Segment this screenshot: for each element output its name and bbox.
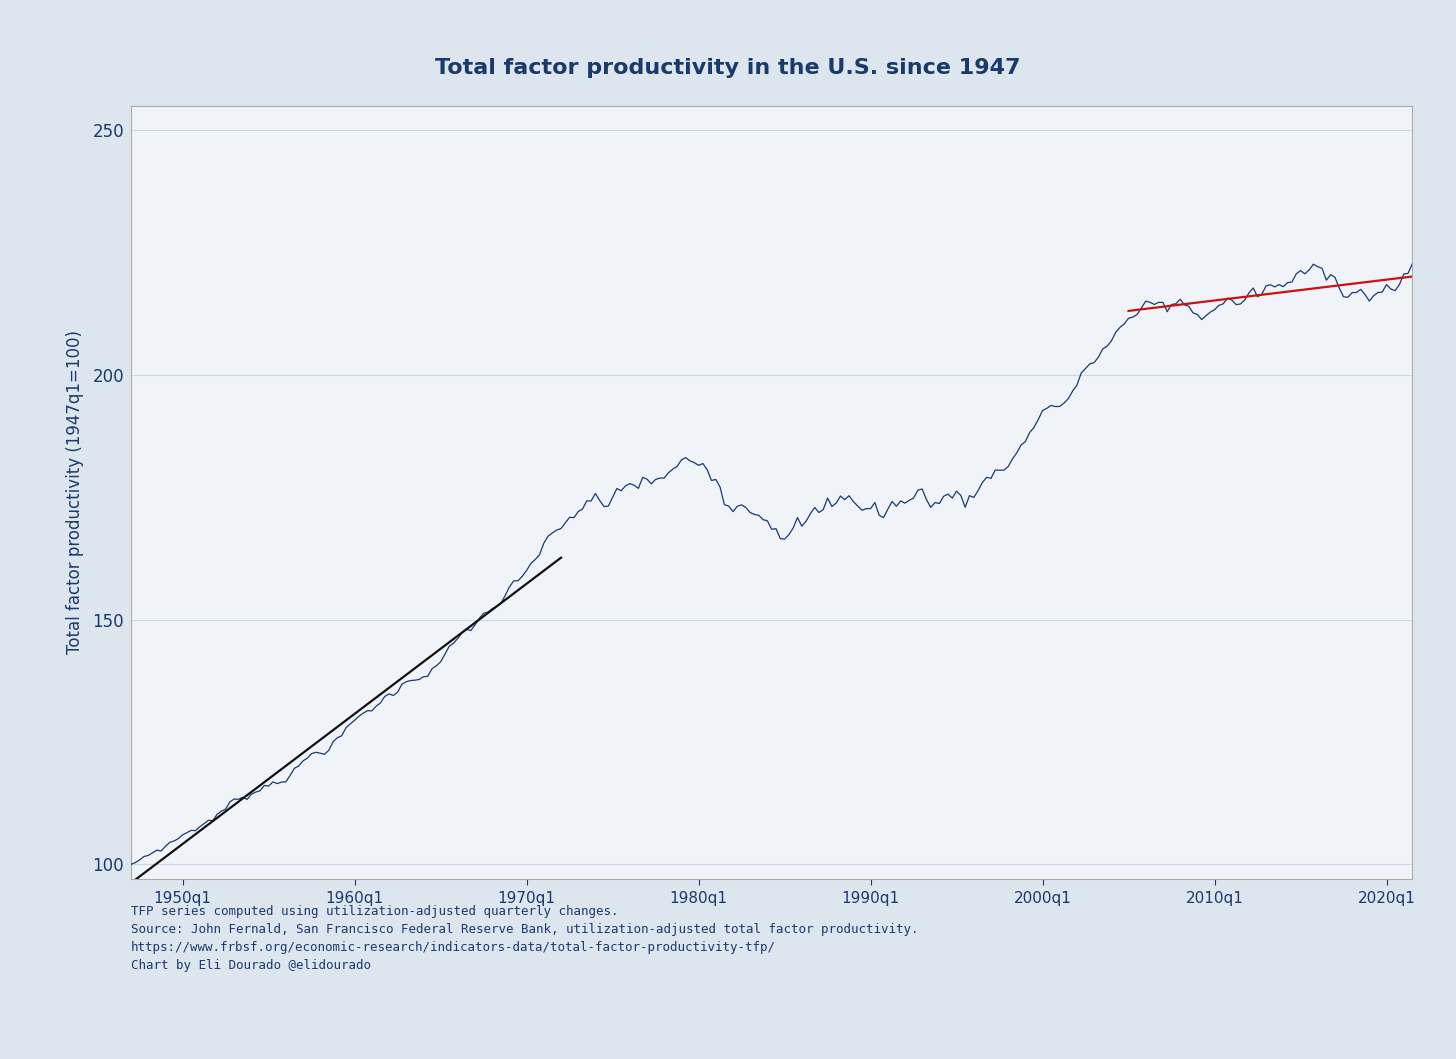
Text: TFP series computed using utilization-adjusted quarterly changes.
Source: John F: TFP series computed using utilization-ad… xyxy=(131,905,919,972)
Text: Total factor productivity in the U.S. since 1947: Total factor productivity in the U.S. si… xyxy=(435,58,1021,78)
Y-axis label: Total factor productivity (1947q1=100): Total factor productivity (1947q1=100) xyxy=(66,330,84,654)
